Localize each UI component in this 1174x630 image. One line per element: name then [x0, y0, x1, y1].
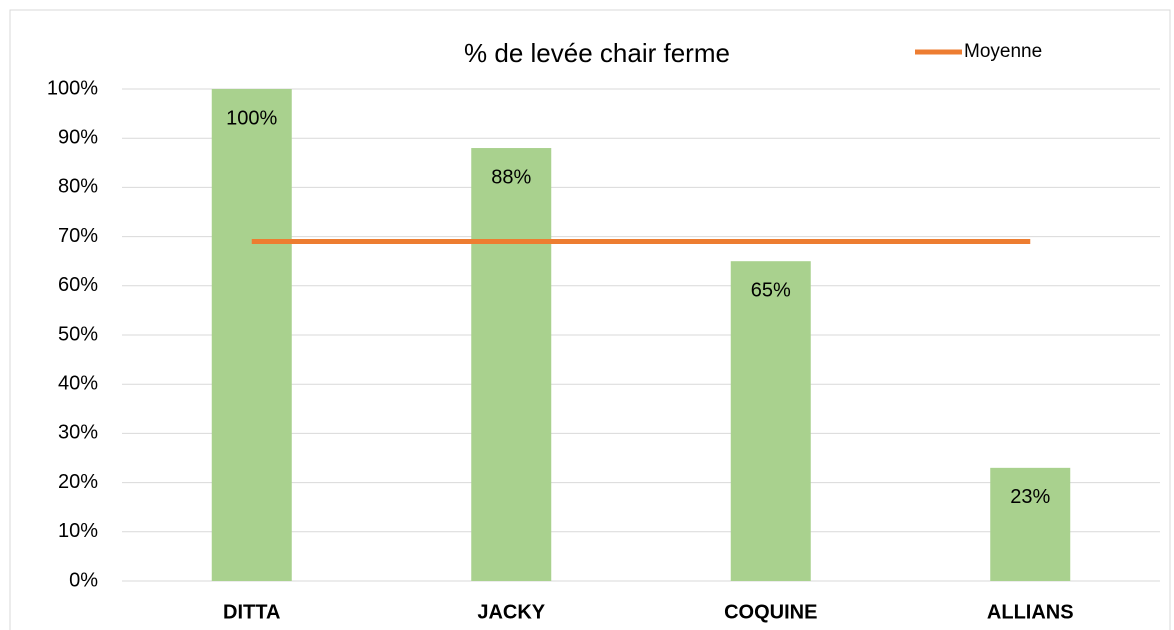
- data-label: 65%: [751, 279, 791, 301]
- x-tick-label: DITTA: [223, 601, 280, 623]
- chart-border: [9, 9, 1171, 630]
- chart-title: % de levée chair ferme: [464, 38, 730, 68]
- y-tick-label: 50%: [58, 323, 98, 345]
- y-tick-label: 30%: [58, 422, 98, 444]
- y-tick-label: 90%: [58, 126, 98, 148]
- y-tick-label: 20%: [58, 471, 98, 493]
- x-tick-label: ALLIANS: [987, 601, 1074, 623]
- y-tick-label: 80%: [58, 176, 98, 198]
- bar: [730, 261, 811, 581]
- data-label: 23%: [1010, 486, 1050, 508]
- x-tick-label: COQUINE: [724, 601, 817, 623]
- y-tick-label: 100%: [47, 77, 98, 99]
- y-tick-label: 40%: [58, 372, 98, 394]
- bar: [990, 467, 1071, 581]
- y-tick-label: 0%: [69, 569, 98, 591]
- y-tick-label: 60%: [58, 274, 98, 296]
- bar: [211, 89, 292, 581]
- x-tick-label: JACKY: [477, 601, 545, 623]
- legend-label: Moyenne: [964, 41, 1042, 62]
- data-label: 100%: [226, 107, 277, 129]
- bar: [471, 148, 552, 582]
- y-tick-label: 10%: [58, 520, 98, 542]
- y-tick-label: 70%: [58, 225, 98, 247]
- data-label: 88%: [491, 166, 531, 188]
